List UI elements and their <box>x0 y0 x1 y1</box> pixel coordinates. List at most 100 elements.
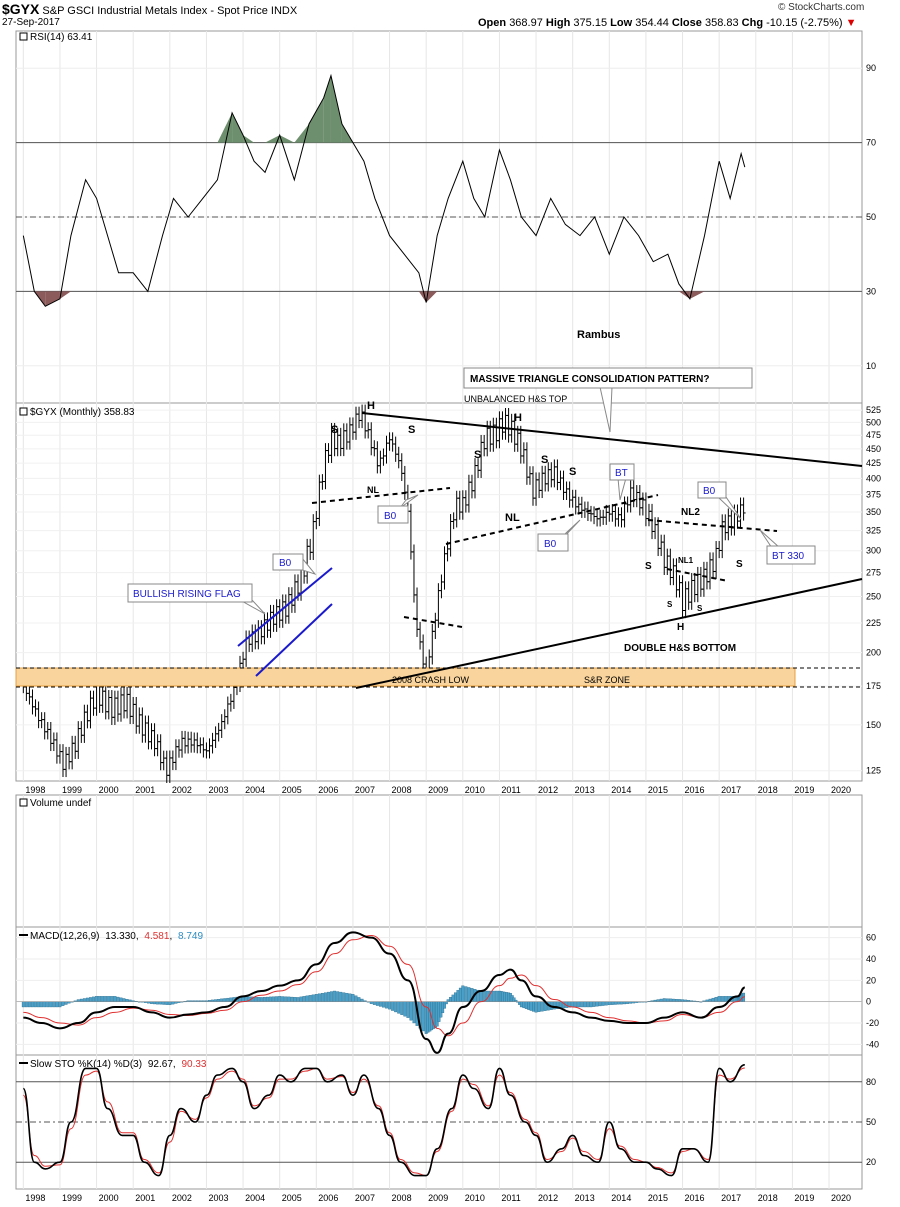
price-tick-label: 200 <box>866 648 881 658</box>
x-tick-label-price: 2013 <box>575 785 595 795</box>
macd-histogram-bar <box>491 990 495 1002</box>
x-tick-label-price: 2014 <box>611 785 631 795</box>
macd-histogram-bar <box>382 1001 385 1008</box>
gridlines <box>22 31 830 1189</box>
macd-histogram-bar <box>226 997 230 1002</box>
bt330-callout-box <box>766 545 816 565</box>
flag-lower-line <box>255 603 333 677</box>
rsi-overbought-fill <box>308 97 324 143</box>
x-tick-label-bottom: 1999 <box>62 1193 82 1203</box>
x-tick-label-bottom: 2005 <box>282 1193 302 1203</box>
price-tick-label: 375 <box>866 490 881 500</box>
bt330-callout: BT 330 <box>759 529 816 565</box>
rsi-legend-swatch <box>19 32 28 41</box>
triangle-lower-line <box>355 578 863 689</box>
macd-histogram-bar <box>613 1001 617 1005</box>
pattern-nl1: NL1 <box>678 556 694 565</box>
pattern-h-2016: H <box>677 622 684 633</box>
macd-histogram-bar <box>589 1001 593 1008</box>
triangle-upper-line <box>361 412 863 467</box>
macd-histogram-bar <box>308 995 312 1002</box>
macd-histogram-bar <box>461 985 465 1002</box>
macd-histogram-bar <box>595 1001 599 1007</box>
macd-histogram-bar <box>577 1001 581 1008</box>
macd-histogram-bar <box>540 1001 544 1012</box>
volume-legend: Volume undef <box>30 798 91 809</box>
macd-histogram-bar <box>40 1001 44 1008</box>
macd-histogram-bar <box>665 998 669 1002</box>
neckline-nl1 <box>666 568 729 582</box>
rsi-oversold-fill <box>426 291 438 303</box>
macd-histogram-bar <box>708 998 712 1002</box>
macd-histogram-bar <box>287 996 291 1002</box>
macd-histogram-bar <box>451 994 455 1002</box>
macd-legend-sep2: , <box>169 931 172 942</box>
bo-callout-2012-text: B0 <box>544 539 557 550</box>
macd-histogram-bar <box>711 997 715 1002</box>
macd-histogram-bar <box>494 990 498 1002</box>
macd-histogram-bar <box>705 999 709 1002</box>
macd-histogram-bar <box>656 999 660 1002</box>
bo-callout-2006: B0 <box>272 553 317 575</box>
bt-callout-2014-box <box>609 463 635 481</box>
macd-histogram-bar <box>397 1001 401 1014</box>
macd-histogram-bar <box>524 1001 528 1009</box>
macd-histogram-bar <box>82 998 86 1002</box>
high-label: High <box>545 17 571 29</box>
bo-callout-2012-box <box>537 533 569 552</box>
macd-legend-macd: 13.330 <box>105 931 136 942</box>
bo-callout-2006-box <box>272 553 304 571</box>
macd-histogram-bar <box>668 998 672 1002</box>
bo-callout-2017-box <box>697 481 727 499</box>
x-tick-label-bottom: 2002 <box>172 1193 192 1203</box>
macd-histogram-bar <box>269 996 272 1002</box>
macd-histogram-bar <box>76 999 80 1002</box>
macd-histogram-bar <box>293 997 297 1002</box>
macd-histogram-bar <box>98 996 102 1002</box>
price-tick-label: 525 <box>866 405 881 415</box>
double-hs-label: DOUBLE H&S BOTTOM <box>624 643 736 654</box>
macd-histogram-bar <box>24 1001 28 1008</box>
macd-histogram-bar <box>220 998 224 1002</box>
volume-panel <box>15 794 863 928</box>
macd-histogram-bar <box>458 987 462 1002</box>
pattern-s-2016b: S <box>697 604 703 613</box>
pattern-s-2008: S <box>408 424 415 436</box>
macd-legend-hist: 8.749 <box>178 931 203 942</box>
axis-layer: 1998199819991999200020002001200120022002… <box>25 63 881 1203</box>
macd-layer <box>16 931 862 1054</box>
macd-histogram-bar <box>464 986 468 1002</box>
rsi-overbought-fill <box>279 135 295 143</box>
macd-histogram-bar <box>571 1001 575 1008</box>
macd-histogram-bar <box>532 1001 536 1012</box>
macd-histogram-bar <box>275 996 279 1002</box>
macd-histogram-bar <box>278 996 282 1002</box>
macd-histogram-bar <box>534 1001 538 1013</box>
bo-callout-2006-text: B0 <box>279 558 292 569</box>
macd-histogram-bar <box>34 1001 37 1008</box>
price-tick-label: 400 <box>866 473 881 483</box>
macd-histogram-bar <box>354 995 358 1002</box>
low-label: Low <box>610 17 633 29</box>
price-tick-label: 175 <box>866 681 881 691</box>
rsi-oversold-fill <box>59 291 71 299</box>
macd-histogram-bar <box>314 994 318 1002</box>
macd-line <box>23 931 746 1054</box>
macd-histogram-bar <box>122 998 126 1002</box>
macd-histogram-bar <box>49 1001 53 1008</box>
macd-histogram-bar <box>372 1001 376 1005</box>
rsi-overbought-fill <box>265 135 280 143</box>
x-tick-label-bottom: 2020 <box>831 1193 851 1203</box>
macd-histogram-bar <box>21 1001 25 1008</box>
volume-legend-swatch <box>19 798 28 807</box>
rsi-oversold-fill <box>689 291 705 299</box>
rsi-oversold-fill <box>678 291 690 299</box>
neckline-nl2 <box>647 519 778 532</box>
triangle-callout: MASSIVE TRIANGLE CONSOLIDATION PATTERN? <box>463 367 753 433</box>
macd-histogram-bar <box>327 991 330 1002</box>
sto-legend: Slow STO %K(14) %D(3) 92.67, 90.33 <box>30 1059 207 1070</box>
macd-histogram-bar <box>446 999 450 1002</box>
price-legend: $GYX (Monthly) 358.83 <box>30 407 135 418</box>
rsi-legend: RSI(14) 63.41 <box>30 32 93 43</box>
macd-histogram-bar <box>104 996 108 1002</box>
